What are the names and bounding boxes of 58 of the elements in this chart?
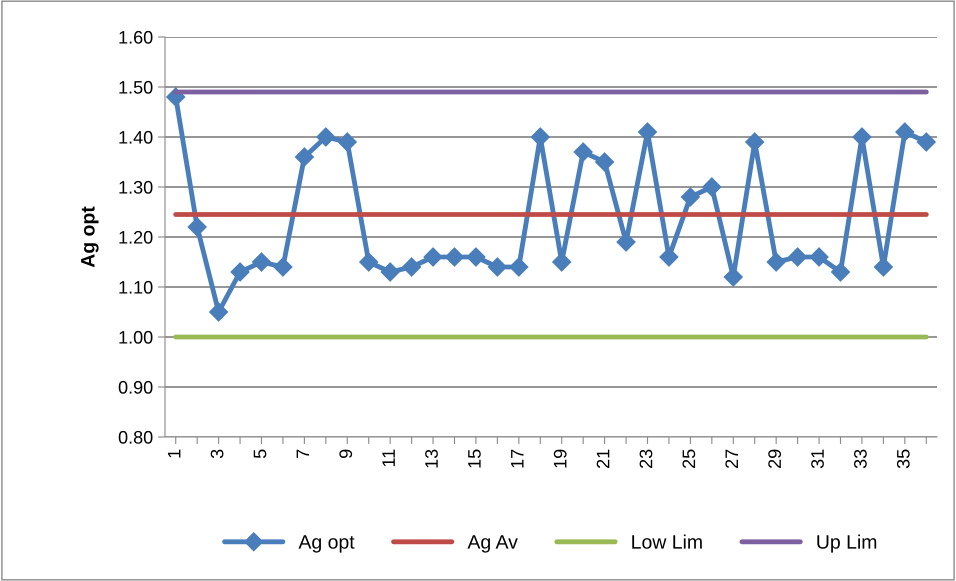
x-tick-label: 29 xyxy=(768,450,782,468)
point xyxy=(680,187,700,207)
x-tick-label: 27 xyxy=(725,450,738,468)
x-tick-label: 17 xyxy=(511,450,524,468)
point xyxy=(294,147,314,167)
point xyxy=(230,262,250,282)
point xyxy=(273,257,292,277)
point xyxy=(188,217,207,237)
legend-label: Ag Av xyxy=(467,535,518,553)
x-tick-label: 7 xyxy=(296,450,310,458)
point xyxy=(895,122,914,142)
point xyxy=(509,257,528,277)
x-tick-label: 9 xyxy=(339,450,352,458)
x-tick-label: 21 xyxy=(596,450,610,468)
x-tick-label: 5 xyxy=(254,450,266,458)
point xyxy=(702,177,722,197)
point xyxy=(402,257,422,277)
point xyxy=(380,262,400,282)
y-tick-label: 1.50 xyxy=(119,80,152,94)
x-tick-label: 13 xyxy=(425,450,438,468)
point xyxy=(424,247,443,267)
point xyxy=(466,247,486,267)
point xyxy=(252,252,272,272)
legend-label: Up Lim xyxy=(817,534,876,553)
y-tick-label: 1.00 xyxy=(119,330,152,344)
x-tick-label: 11 xyxy=(382,450,395,466)
x-tick-label: 33 xyxy=(854,450,867,468)
x-tick-label: 31 xyxy=(811,450,824,468)
y-tick-label: 1.20 xyxy=(119,230,152,244)
point xyxy=(788,247,808,267)
legend-label: Low Lim xyxy=(632,534,702,549)
point xyxy=(209,302,228,322)
point xyxy=(916,132,936,152)
x-tick-label: 15 xyxy=(468,450,481,468)
x-tick-label: 23 xyxy=(640,450,652,468)
point xyxy=(338,132,357,152)
point xyxy=(359,252,378,272)
y-tick-label: 0.80 xyxy=(118,430,152,444)
point xyxy=(766,252,786,272)
point xyxy=(810,247,829,267)
point xyxy=(488,257,507,277)
x-tick-label: 19 xyxy=(554,450,567,468)
y-tick-label: 1.60 xyxy=(119,30,152,44)
legend-label: Ag opt xyxy=(298,535,355,553)
y-tick-label: 1.40 xyxy=(119,130,152,144)
point xyxy=(444,247,464,267)
point xyxy=(595,152,614,172)
x-tick-label: 35 xyxy=(896,450,910,468)
x-tick-label: 3 xyxy=(210,450,224,458)
x-tick-label: 25 xyxy=(682,450,696,468)
y-tick-label: 1.10 xyxy=(119,280,152,294)
point xyxy=(574,142,593,162)
point xyxy=(830,262,850,282)
y-axis-title: Ag opt xyxy=(81,206,99,268)
y-tick-label: 0.90 xyxy=(118,380,152,394)
y-tick-label: 1.30 xyxy=(119,180,152,194)
x-tick-label: 1 xyxy=(168,450,180,458)
point xyxy=(316,127,336,147)
